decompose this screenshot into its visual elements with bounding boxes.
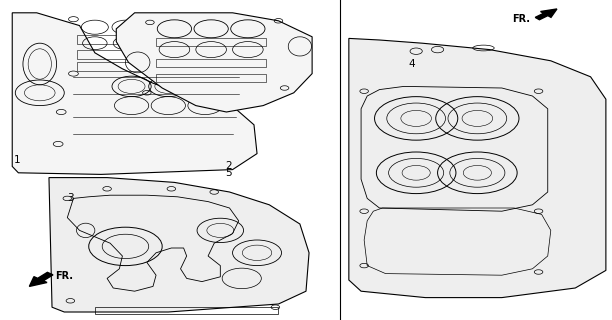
Polygon shape: [116, 13, 312, 112]
Bar: [156, 38, 266, 46]
FancyArrow shape: [29, 272, 53, 286]
Text: 4: 4: [409, 59, 416, 69]
Bar: [76, 50, 230, 59]
Bar: [95, 307, 278, 314]
Text: 5: 5: [225, 168, 232, 179]
Text: FR.: FR.: [512, 13, 530, 24]
Polygon shape: [349, 38, 606, 298]
FancyArrow shape: [536, 9, 557, 20]
Bar: [156, 59, 266, 67]
Text: 1: 1: [13, 155, 20, 165]
Polygon shape: [12, 13, 257, 174]
Bar: [76, 62, 230, 71]
Bar: [156, 74, 266, 82]
Text: FR.: FR.: [55, 271, 73, 281]
Bar: [76, 35, 230, 44]
Polygon shape: [49, 178, 309, 312]
Text: 2: 2: [225, 161, 232, 171]
Text: 3: 3: [67, 193, 74, 204]
